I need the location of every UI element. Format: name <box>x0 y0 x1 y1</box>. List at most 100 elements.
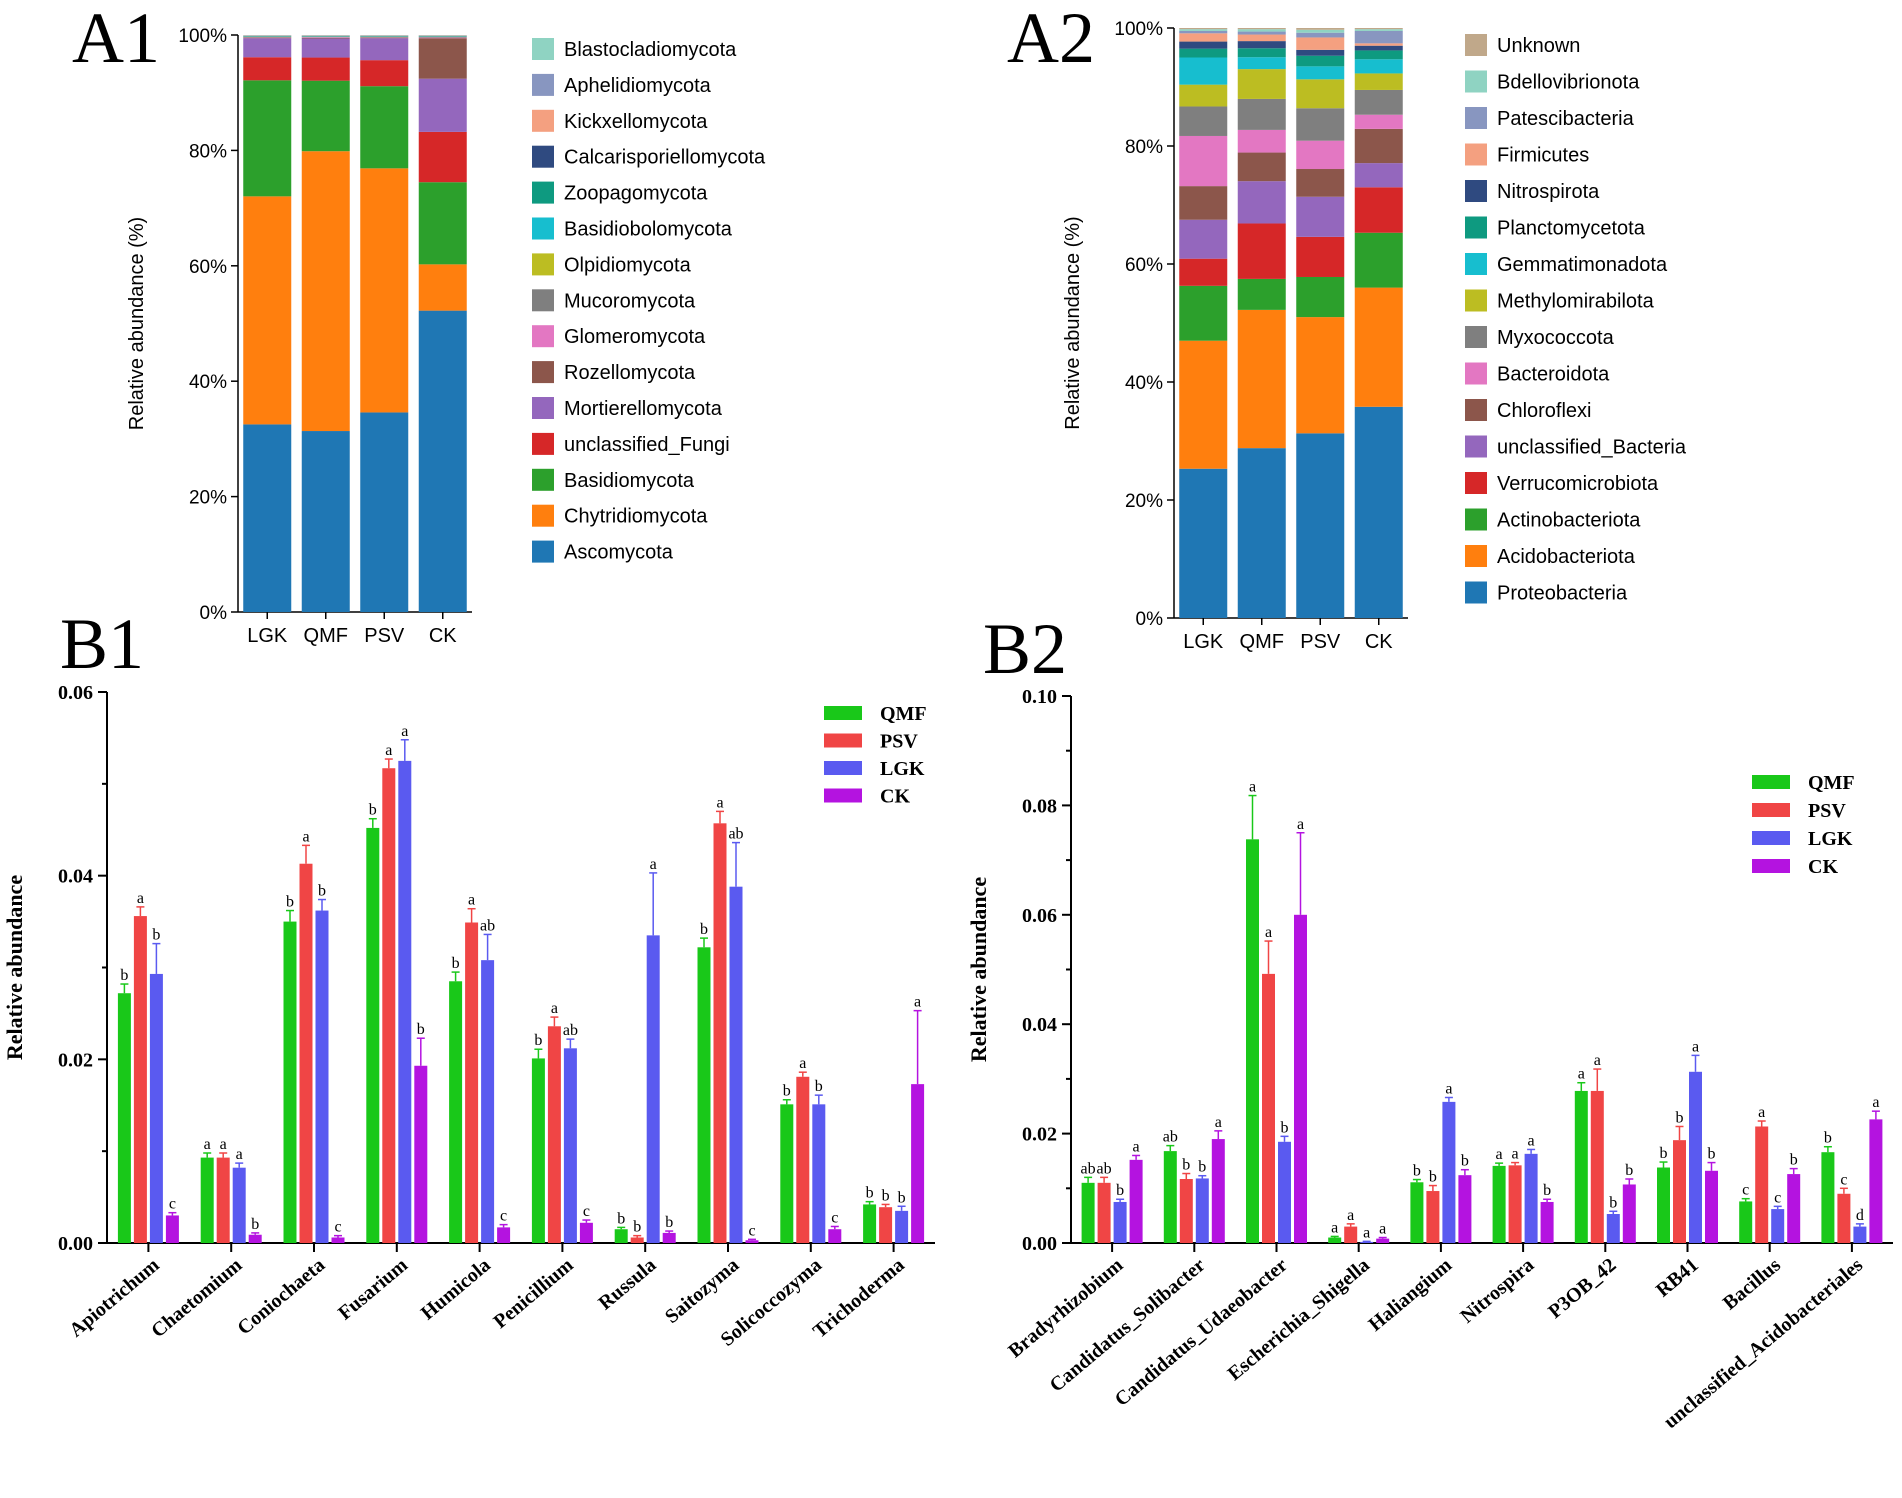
significance-letter: a <box>1363 1224 1370 1241</box>
legend-label-ck: CK <box>1808 856 1838 878</box>
significance-letter: b <box>700 921 708 938</box>
bar-psv-russula <box>630 1237 644 1243</box>
legend-label-actinobacteriota: Actinobacteriota <box>1497 510 1641 532</box>
bar-segment-unclassified-bacteria-lgk <box>1179 219 1228 259</box>
bar-segment-bacteroidota-lgk <box>1179 135 1228 187</box>
significance-letter: a <box>1265 924 1272 941</box>
legend-label-mortierellomycota: Mortierellomycota <box>564 398 723 420</box>
y-axis-label: Relative abundance (%) <box>1062 216 1084 429</box>
bar-lgk-escherichia-shigella <box>1360 1241 1374 1243</box>
bar-segment-unclassified-bacteria-qmf <box>1237 181 1286 224</box>
legend-label-chloroflexi: Chloroflexi <box>1497 400 1591 422</box>
significance-letter: ab <box>1163 1129 1178 1146</box>
legend-swatch-lgk <box>824 761 862 775</box>
significance-letter: a <box>1445 1080 1452 1097</box>
significance-letter: a <box>220 1136 227 1153</box>
bar-segment-rozellomycota-ck <box>418 38 467 79</box>
bar-qmf-escherichia-shigella <box>1328 1237 1342 1243</box>
bar-psv-chaetomium <box>216 1157 230 1243</box>
bar-ck-saitozyma <box>745 1240 759 1243</box>
bar-qmf-apiotrichum <box>117 993 131 1243</box>
legend-swatch-calcarisporiellomycota <box>532 145 554 168</box>
legend-label-psv: PSV <box>1808 800 1846 822</box>
significance-letter: b <box>1281 1119 1289 1136</box>
significance-letter: c <box>831 1209 838 1226</box>
bar-segment-rozellomycota-qmf <box>301 37 350 39</box>
bar-segment-methylomirabilota-lgk <box>1179 84 1228 107</box>
bar-segment-bdellovibrionota-lgk <box>1179 29 1228 31</box>
bar-qmf-fusarium <box>366 827 380 1243</box>
bar-segment-gemmatimonadota-qmf <box>1237 57 1286 70</box>
x-tick-label: QMF <box>304 625 348 647</box>
bar-segment-chytridiomycota-ck <box>418 264 467 311</box>
significance-letter: ab <box>1081 1160 1096 1177</box>
legend-label-qmf: QMF <box>1808 772 1855 794</box>
legend-swatch-zoopagomycota <box>532 181 554 204</box>
x-tick-label: Saitozyma <box>661 1254 743 1328</box>
panel-label-a1: A1 <box>72 0 160 78</box>
significance-letter: b <box>783 1083 791 1100</box>
bar-segment-planctomycetota-lgk <box>1179 48 1228 58</box>
bar-ck-fusarium <box>414 1065 428 1243</box>
bar-segment-unclassified-fungi-lgk <box>243 57 292 81</box>
bar-psv-humicola <box>465 922 479 1243</box>
significance-letter: a <box>1594 1052 1601 1069</box>
bar-segment-unclassified-fungi-psv <box>360 60 409 87</box>
bar-ck-humicola <box>497 1227 511 1243</box>
bar-qmf-humicola <box>449 981 463 1243</box>
bar-psv-trichoderma <box>879 1207 893 1243</box>
bar-ck-candidatus-udaeobacter <box>1294 914 1307 1243</box>
bar-qmf-bradyrhizobium <box>1081 1182 1095 1243</box>
bar-psv-penicillium <box>547 1026 561 1243</box>
bar-segment-nitrospirota-qmf <box>1237 41 1286 49</box>
legend-swatch-methylomirabilota <box>1465 289 1487 312</box>
significance-letter: b <box>1609 1194 1617 1211</box>
bar-segment-unknown-lgk <box>1179 28 1228 30</box>
bar-qmf-russula <box>614 1229 628 1243</box>
bar-segment-mortierellomycota-qmf <box>301 38 350 58</box>
bar-qmf-p3ob-42 <box>1574 1090 1588 1243</box>
bar-segment-bdellovibrionota-ck <box>1354 29 1403 31</box>
x-tick-label: Russula <box>594 1254 660 1314</box>
bar-segment-unclassified-fungi-ck <box>418 131 467 183</box>
bar-lgk-haliangium <box>1442 1101 1456 1243</box>
bar-qmf-trichoderma <box>863 1204 877 1243</box>
bar-segment-bacteroidota-qmf <box>1237 129 1286 153</box>
y-tick-label: 60% <box>189 257 227 278</box>
bar-lgk-fusarium <box>398 760 412 1243</box>
bar-segment-patescibacteria-ck <box>1354 30 1403 44</box>
legend-swatch-ck <box>824 788 862 803</box>
bar-segment-nitrospirota-ck <box>1354 45 1403 51</box>
bar-psv-saitozyma <box>713 823 727 1243</box>
legend-swatch-ck <box>1752 859 1790 873</box>
grouped-bar-chart-b2: 0.00 0.02 0.04 0.06 0.08 0.10 Relative abundan… <box>966 686 1893 1433</box>
legend-label-bdellovibrionota: Bdellovibrionota <box>1497 72 1640 94</box>
x-tick-label: CK <box>1365 631 1393 653</box>
significance-letter: ab <box>728 826 743 843</box>
bar-segment-ascomycota-psv <box>360 412 409 612</box>
bar-segment-acidobacteriota-lgk <box>1179 340 1228 469</box>
x-tick-label: Bacillus <box>1719 1254 1785 1315</box>
y-axis-label: Relative abundance <box>966 877 991 1062</box>
bar-segment-rozellomycota-lgk <box>243 37 292 39</box>
bar-ck-coniochaeta <box>331 1237 345 1243</box>
legend-label-acidobacteriota: Acidobacteriota <box>1497 546 1636 568</box>
bar-segment-bacteroidota-ck <box>1354 114 1403 129</box>
bar-segment-planctomycetota-qmf <box>1237 48 1286 58</box>
bar-segment-actinobacteriota-qmf <box>1237 278 1286 310</box>
legend-swatch-proteobacteria <box>1465 581 1487 604</box>
bar-segment-basidiomycota-qmf <box>301 80 350 152</box>
legend-label-ascomycota: Ascomycota <box>564 542 674 564</box>
significance-letter: c <box>583 1203 590 1220</box>
bar-segment-chloroflexi-psv <box>1296 169 1345 197</box>
y-tick-label: 0.04 <box>58 866 93 888</box>
significance-letter: c <box>748 1222 755 1239</box>
significance-letter: ab <box>480 917 495 934</box>
bar-segment-firmicutes-qmf <box>1237 34 1286 42</box>
bar-qmf-rb41 <box>1657 1167 1670 1243</box>
x-tick-label: CK <box>429 625 457 647</box>
significance-letter: c <box>1742 1182 1749 1199</box>
bar-segment-verrucomicrobiota-ck <box>1354 187 1403 233</box>
bar-lgk-p3ob-42 <box>1606 1214 1620 1243</box>
